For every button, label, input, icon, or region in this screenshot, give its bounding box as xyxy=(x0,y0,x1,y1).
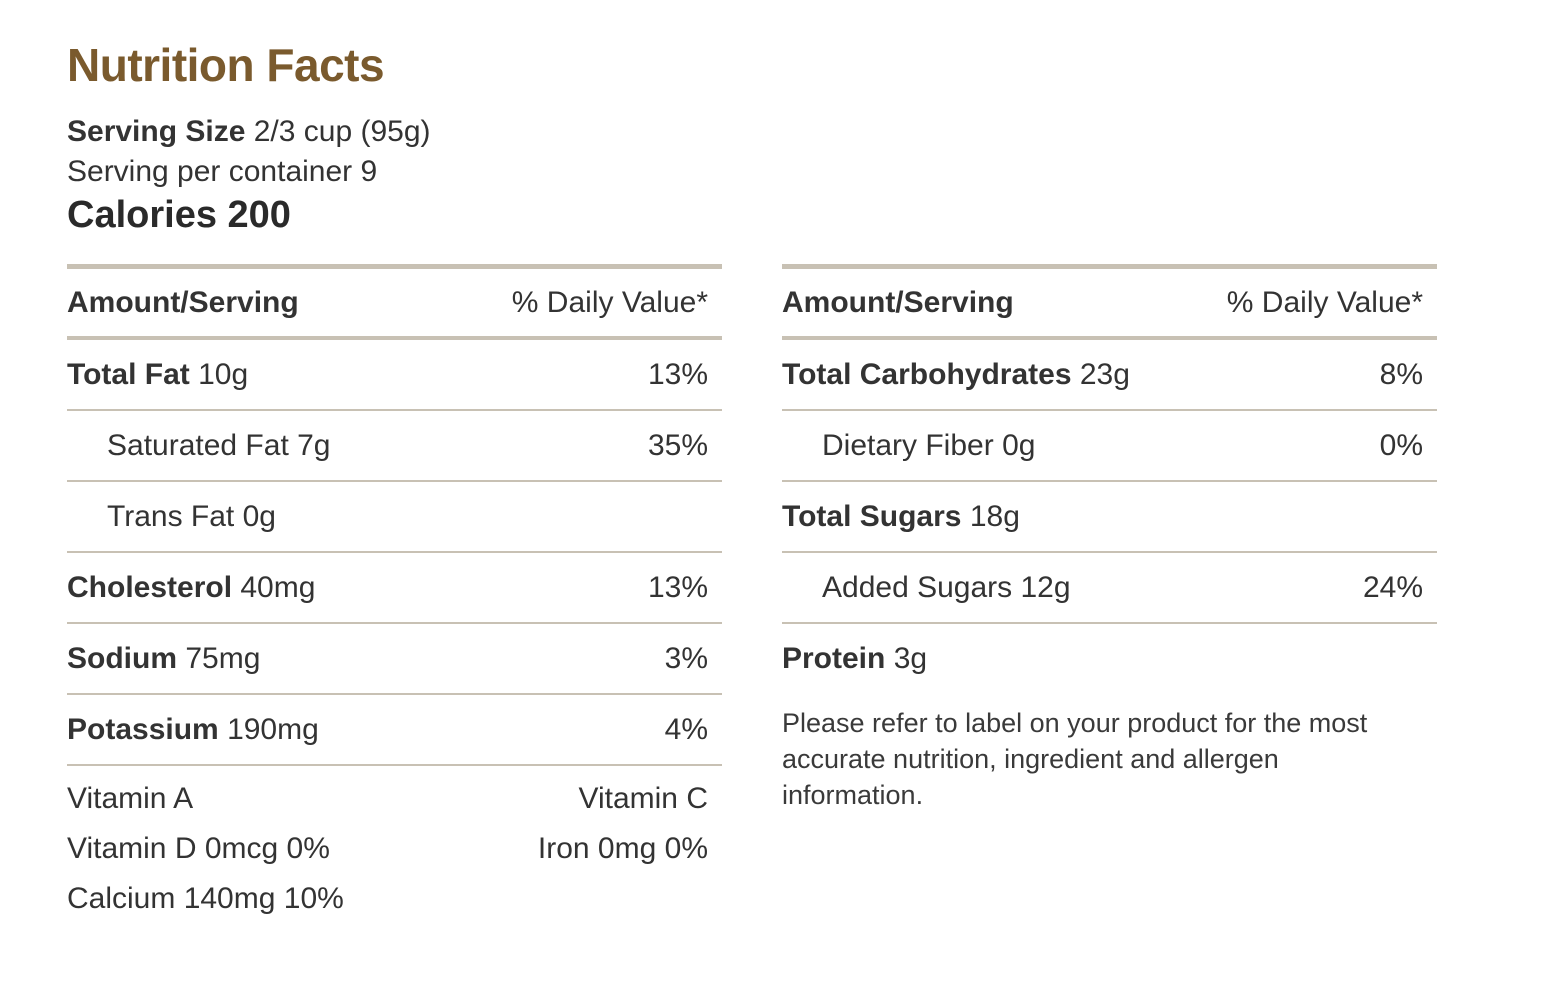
nutrient-dv: 13% xyxy=(647,570,708,604)
nutrient-name: Sodium 75mg xyxy=(67,641,261,675)
serving-size-label: Serving Size xyxy=(67,115,246,148)
vitamin-d: Vitamin D 0mcg 0% xyxy=(67,832,330,865)
page-title: Nutrition Facts xyxy=(67,39,385,91)
vitamin-row: Vitamin D 0mcg 0% Iron 0mg 0% xyxy=(67,824,722,874)
nutrient-row-added-sugars: Added Sugars 12g 24% xyxy=(782,553,1437,624)
serving-size-value: 2/3 cup (95g) xyxy=(253,115,431,148)
vitamin-row: Calcium 140mg 10% xyxy=(67,874,722,924)
nutrient-dv: 24% xyxy=(1362,570,1423,604)
right-nutrient-panel: Amount/Serving % Daily Value* Total Carb… xyxy=(782,264,1437,813)
nutrient-row-total-carbohydrates: Total Carbohydrates 23g 8% xyxy=(782,340,1437,411)
nutrient-row-total-sugars: Total Sugars 18g xyxy=(782,482,1437,553)
amount-serving-header: Amount/Serving xyxy=(782,285,1014,319)
serving-info: Serving Size 2/3 cup (95g) Serving per c… xyxy=(67,112,431,192)
iron: Iron 0mg 0% xyxy=(537,832,708,865)
nutrient-name: Cholesterol 40mg xyxy=(67,570,316,604)
left-header-row: Amount/Serving % Daily Value* xyxy=(67,264,722,340)
nutrient-row-cholesterol: Cholesterol 40mg 13% xyxy=(67,553,722,624)
vitamin-row: Vitamin A Vitamin C xyxy=(67,774,722,824)
nutrient-name: Trans Fat 0g xyxy=(107,499,276,533)
nutrient-name: Total Carbohydrates 23g xyxy=(782,357,1130,391)
nutrient-name: Saturated Fat 7g xyxy=(107,428,331,462)
nutrient-row-protein: Protein 3g xyxy=(782,624,1437,693)
right-header-row: Amount/Serving % Daily Value* xyxy=(782,264,1437,340)
daily-value-header: % Daily Value* xyxy=(511,285,708,319)
nutrient-name: Potassium 190mg xyxy=(67,712,319,746)
vitamin-a: Vitamin A xyxy=(67,782,194,815)
nutrient-dv: 0% xyxy=(1379,428,1423,462)
vitamin-c: Vitamin C xyxy=(578,782,709,815)
nutrient-row-total-fat: Total Fat 10g 13% xyxy=(67,340,722,411)
nutrient-name: Total Sugars 18g xyxy=(782,499,1020,533)
nutrient-dv: 3% xyxy=(664,641,708,675)
nutrient-row-saturated-fat: Saturated Fat 7g 35% xyxy=(67,411,722,482)
calories: Calories 200 xyxy=(67,194,291,236)
nutrient-dv: 4% xyxy=(664,712,708,746)
nutrient-name: Added Sugars 12g xyxy=(822,570,1071,604)
serving-size-line: Serving Size 2/3 cup (95g) xyxy=(67,112,431,152)
nutrient-name: Protein 3g xyxy=(782,641,928,675)
calcium: Calcium 140mg 10% xyxy=(67,882,344,915)
nutrient-name: Dietary Fiber 0g xyxy=(822,428,1036,462)
nutrient-row-sodium: Sodium 75mg 3% xyxy=(67,624,722,695)
daily-value-header: % Daily Value* xyxy=(1226,285,1423,319)
nutrient-row-dietary-fiber: Dietary Fiber 0g 0% xyxy=(782,411,1437,482)
servings-per-container: Serving per container 9 xyxy=(67,155,378,188)
left-nutrient-panel: Amount/Serving % Daily Value* Total Fat … xyxy=(67,264,722,924)
nutrient-row-potassium: Potassium 190mg 4% xyxy=(67,695,722,766)
nutrient-name: Total Fat 10g xyxy=(67,357,249,391)
nutrient-dv: 35% xyxy=(647,428,708,462)
amount-serving-header: Amount/Serving xyxy=(67,285,299,319)
disclaimer-note: Please refer to label on your product fo… xyxy=(782,708,1368,810)
nutrient-dv: 13% xyxy=(647,357,708,391)
nutrient-dv: 8% xyxy=(1379,357,1423,391)
nutrient-row-trans-fat: Trans Fat 0g xyxy=(67,482,722,553)
